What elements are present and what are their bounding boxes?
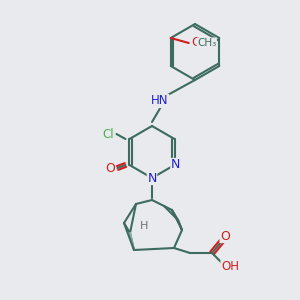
Text: H: H: [140, 221, 148, 231]
Text: Cl: Cl: [103, 128, 114, 140]
Text: N: N: [171, 158, 180, 172]
Text: O: O: [220, 230, 230, 242]
Text: OH: OH: [221, 260, 239, 274]
Text: CH₃: CH₃: [197, 38, 216, 48]
Text: O: O: [106, 163, 116, 176]
Text: HN: HN: [151, 94, 169, 107]
Text: N: N: [147, 172, 157, 184]
Text: O: O: [191, 37, 201, 50]
